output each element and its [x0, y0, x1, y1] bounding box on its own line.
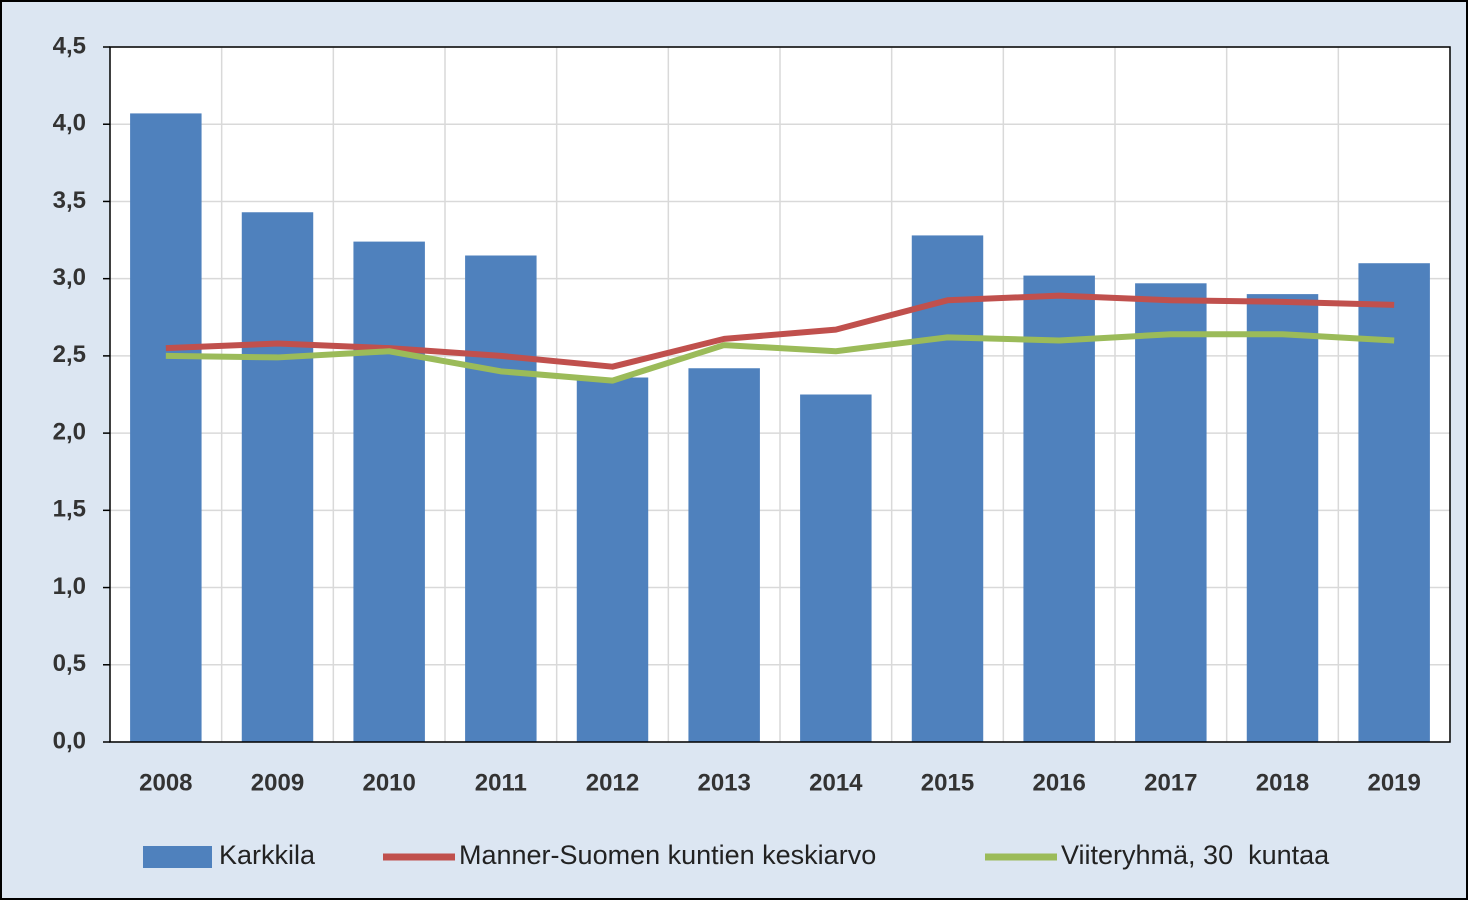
y-tick-label: 2,5 [53, 341, 86, 368]
x-tick-label: 2011 [475, 769, 527, 796]
y-tick-label: 0,0 [53, 727, 86, 754]
x-tick-label: 2014 [809, 769, 863, 796]
bar [911, 235, 984, 742]
legend-swatch [143, 846, 212, 868]
x-tick-label: 2012 [586, 769, 639, 796]
bar [1135, 283, 1207, 742]
x-tick-label: 2013 [697, 769, 750, 796]
y-tick-label: 0,5 [53, 650, 86, 677]
line [165, 331, 1395, 384]
plot-border [109, 46, 1451, 743]
x-tick-label: 2016 [1032, 769, 1085, 796]
y-tick-label: 4,5 [53, 32, 86, 59]
bar [1358, 263, 1430, 742]
bar [800, 394, 872, 742]
legend-label: Viiteryhmä, 30 kuntaa [1061, 840, 1330, 870]
y-tick-label: 2,0 [53, 418, 86, 445]
x-tick-label: 2019 [1367, 769, 1420, 796]
x-tick-label: 2009 [251, 769, 304, 796]
line [165, 292, 1395, 370]
legend-label: Karkkila [219, 840, 316, 870]
legend-label: Manner-Suomen kuntien keskiarvo [459, 840, 876, 870]
bar [465, 255, 537, 742]
x-tick-label: 2008 [139, 769, 192, 796]
y-tick-label: 3,0 [53, 264, 86, 291]
y-tick-label: 1,0 [53, 573, 86, 600]
bar [241, 212, 314, 742]
bar [130, 113, 202, 742]
x-tick-label: 2017 [1144, 769, 1197, 796]
y-tick-label: 4,0 [53, 110, 86, 137]
bar [353, 241, 425, 742]
x-tick-label: 2010 [362, 769, 415, 796]
bar [576, 377, 649, 742]
y-tick-label: 3,5 [53, 187, 86, 214]
legend: Karkkila Manner-Suomen kuntien keskiarvo V… [143, 840, 1330, 870]
bar [1023, 275, 1095, 742]
bar [688, 368, 760, 742]
y-tick-label: 1,5 [53, 496, 86, 523]
x-tick-label: 2018 [1256, 769, 1309, 796]
x-tick-label: 2015 [921, 769, 974, 796]
bar [1246, 294, 1319, 742]
